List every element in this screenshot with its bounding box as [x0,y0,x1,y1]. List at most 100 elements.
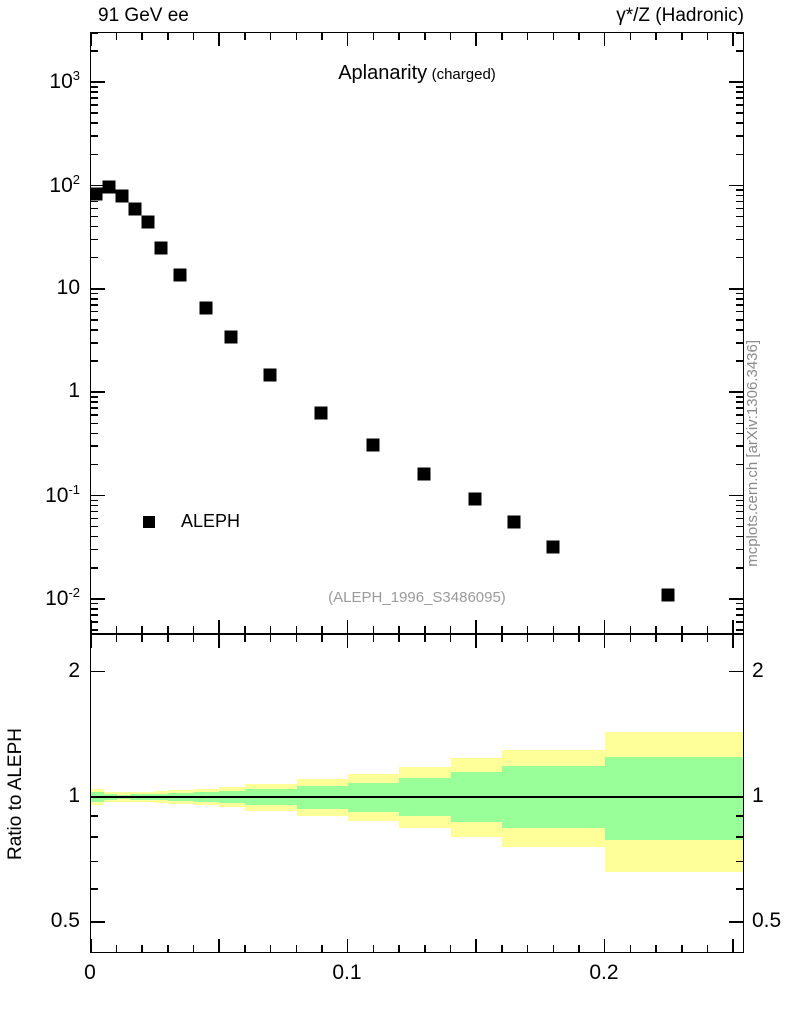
axis-tick [736,342,743,344]
axis-tick [91,225,98,228]
axis-tick [91,135,98,137]
axis-tick [736,304,743,306]
axis-tick [91,535,98,538]
ratio-y-tick-label-left: 1 [68,784,80,808]
axis-tick [736,525,743,528]
analysis-id-watermark: (ALEPH_1996_S3486095) [328,589,506,606]
axis-tick [269,945,272,952]
axis-tick [269,635,272,642]
axis-tick [91,621,98,623]
legend-square-marker-icon [143,515,155,528]
axis-tick [736,135,743,137]
axis-tick [729,184,743,187]
axis-tick [655,635,657,642]
axis-tick [736,445,743,447]
axis-tick [244,945,246,952]
axis-tick [115,33,118,40]
axis-tick [115,945,118,952]
axis-tick [424,635,426,642]
axis-tick [603,939,606,952]
axis-tick [91,215,98,218]
axis-tick [91,104,98,106]
axis-tick [732,33,734,46]
axis-tick [706,635,709,642]
axis-tick [736,815,743,817]
axis-tick [736,86,743,88]
axis-tick [90,33,92,46]
axis-tick [91,292,98,295]
axis-tick [736,535,743,538]
axis-tick [372,635,375,642]
axis-tick [729,81,743,83]
axis-tick [501,945,503,952]
axis-tick [729,921,743,923]
data-point [263,368,277,382]
axis-tick [91,494,105,497]
axis-tick [244,626,246,633]
axis-tick [736,292,743,295]
axis-tick [736,407,743,409]
axis-tick [736,329,743,331]
ratio-y-tick-label-right: 1 [752,784,764,808]
axis-tick [91,238,98,241]
axis-tick [398,945,400,952]
axis-tick [736,463,743,466]
axis-tick [295,626,298,633]
axis-tick [91,304,98,306]
axis-tick [167,33,169,40]
axis-tick [91,445,98,447]
axis-tick [91,407,98,409]
axis-tick [736,360,743,362]
axis-tick [346,33,349,46]
axis-tick [91,463,98,466]
axis-tick [192,33,195,40]
data-point [661,588,675,602]
axis-tick [736,104,743,106]
axis-tick [91,32,98,34]
axis-tick [552,626,555,633]
axis-tick [115,626,118,633]
axis-tick [372,626,375,633]
axis-tick [91,310,98,313]
axis-tick [244,635,246,642]
axis-tick [91,432,98,435]
axis-tick [91,360,98,362]
axis-tick [736,567,743,569]
axis-tick [91,81,105,83]
axis-tick [192,635,195,642]
axis-tick [736,602,743,605]
axis-tick [218,635,220,648]
axis-tick [91,189,98,191]
axis-tick [91,548,98,551]
axis-tick [321,33,323,40]
axis-tick [475,33,477,46]
axis-tick [115,635,118,642]
axis-tick [372,33,375,40]
axis-tick [449,626,452,633]
y-axis-tick-label: 10-2 [45,585,80,611]
axis-tick [91,329,98,331]
axis-tick [346,620,349,633]
axis-tick [681,945,683,952]
axis-tick [372,945,375,952]
axis-tick [736,396,743,398]
axis-tick [424,626,426,633]
axis-tick [475,635,477,648]
axis-tick [218,939,220,952]
axis-tick [218,620,220,633]
axis-tick [736,200,743,203]
axis-tick [629,33,632,40]
x-axis-tick-label: 0.1 [332,961,362,984]
data-point [91,187,103,201]
axis-tick [578,635,580,642]
axis-tick [729,288,743,290]
legend: ALEPH [143,511,240,532]
axis-tick [706,33,709,40]
axis-tick [91,342,98,344]
axis-tick [578,626,580,633]
axis-tick [736,414,743,416]
axis-tick [91,422,98,425]
axis-tick [449,945,452,952]
axis-tick [736,91,743,93]
